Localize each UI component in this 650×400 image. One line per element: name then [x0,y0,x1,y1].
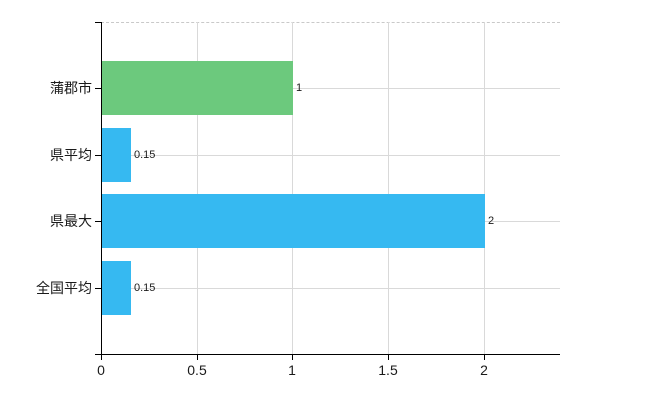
x-axis-tick [484,355,485,360]
y-axis-tick [95,88,101,89]
x-axis-tick-label: 0.5 [187,362,207,378]
category-label: 全国平均 [36,280,92,296]
x-axis-tick-label: 0 [97,362,105,378]
y-axis-line [101,22,102,354]
x-axis-line [95,354,560,355]
vertical-gridline [388,22,389,354]
plot-area [101,22,560,354]
x-axis-tick [101,355,102,360]
y-axis-tick [95,155,101,156]
bar [102,261,131,315]
bar [102,128,131,182]
horizontal-gridline [101,288,560,289]
category-label: 蒲郡市 [50,80,92,96]
x-axis-tick [197,355,198,360]
vertical-gridline [484,22,485,354]
vertical-gridline [292,22,293,354]
horizontal-gridline [101,88,560,89]
y-axis-top-tick [95,22,101,23]
bar [102,61,293,115]
y-axis-tick [95,221,101,222]
bar-value-label: 0.15 [134,282,156,294]
vertical-gridline [197,22,198,354]
bar [102,194,485,248]
bar-value-label: 0.15 [134,149,156,161]
x-axis-tick-label: 1 [288,362,296,378]
bar-value-label: 1 [296,82,303,94]
x-axis-tick-label: 2 [480,362,488,378]
x-axis-tick [388,355,389,360]
y-axis-tick [95,288,101,289]
horizontal-gridline [101,155,560,156]
x-axis-tick-label: 1.5 [378,362,398,378]
category-label: 県最大 [50,213,92,229]
x-axis-tick [292,355,293,360]
bar-value-label: 2 [488,215,495,227]
category-label: 県平均 [50,147,92,163]
